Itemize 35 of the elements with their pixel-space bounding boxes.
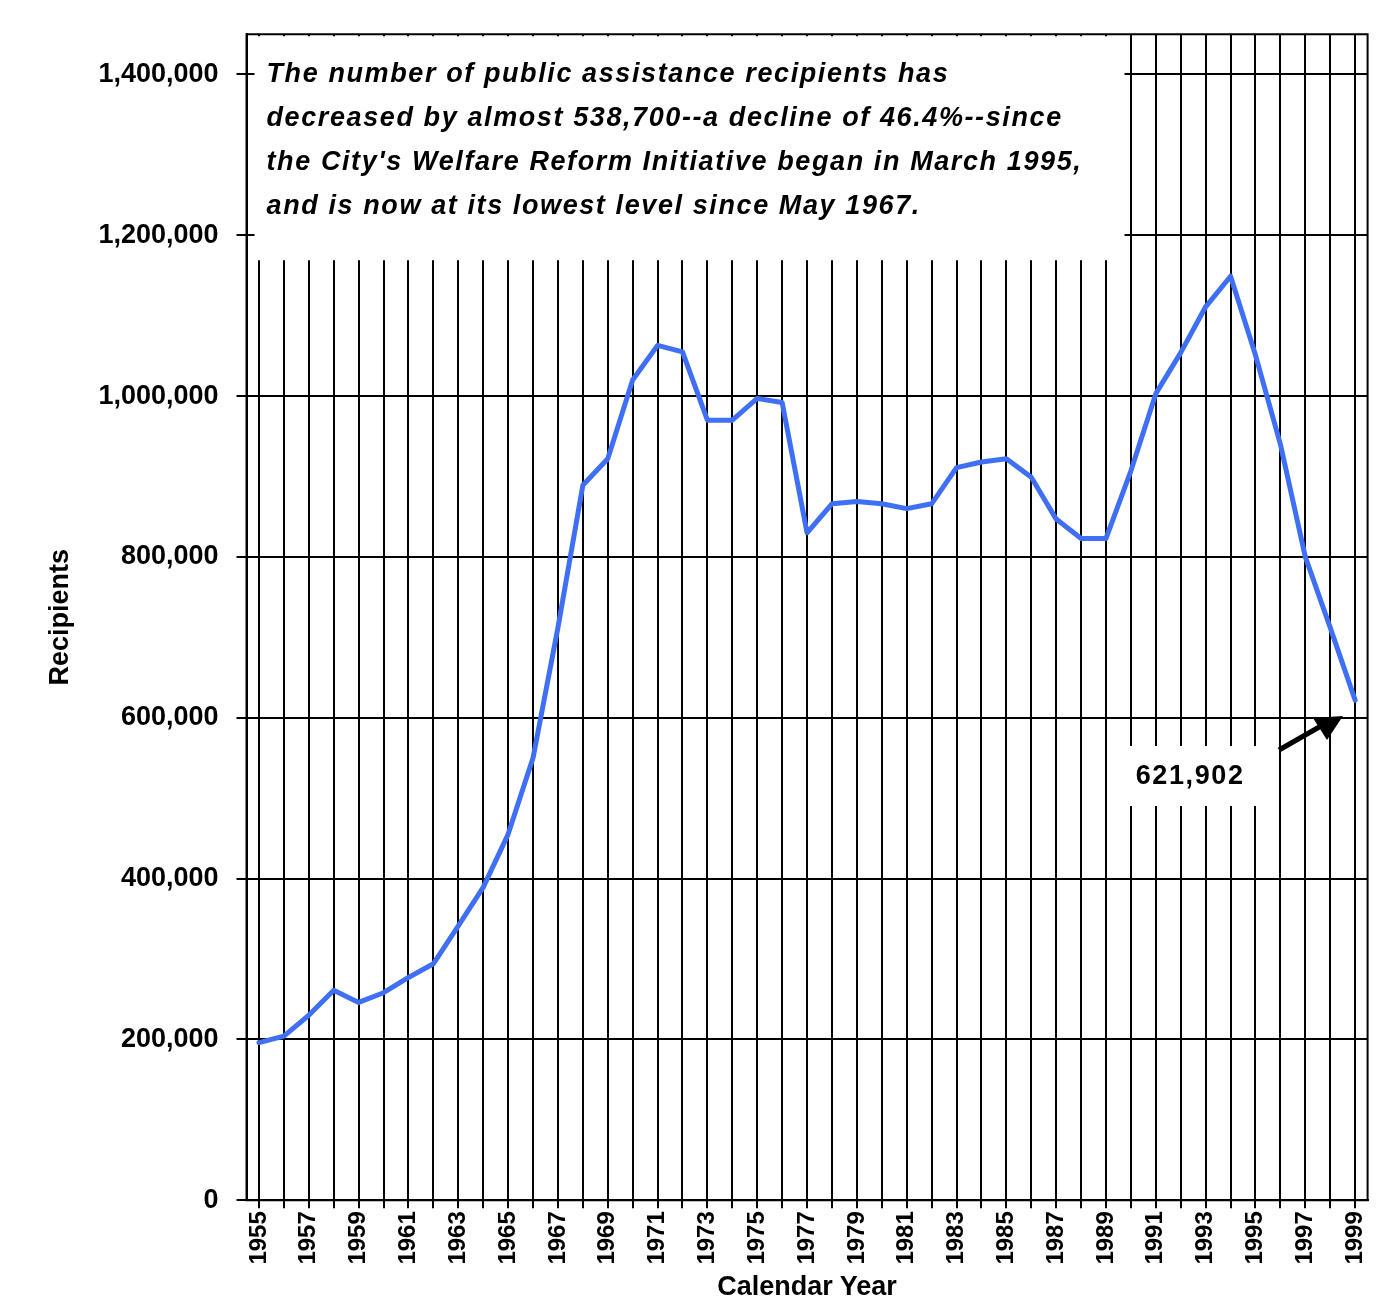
x-axis-title: Calendar Year [717, 1271, 898, 1302]
x-tick-label: 1965 [492, 1211, 520, 1265]
annotation: The number of public assistance recipients has decreased by almost 538,700--a decline of 46.4%--since the City's Welfare Reform Initiative began in March 1995, and is now at its lowest level since May 1967. [266, 57, 1083, 220]
x-tick-label: 1971 [642, 1211, 670, 1265]
x-tick-label: 1979 [841, 1211, 869, 1265]
x-tick-label: 1969 [592, 1211, 620, 1265]
x-tick-label: 1981 [891, 1211, 919, 1265]
y-tick-label: 1,000,000 [98, 379, 219, 410]
y-tick-label: 800,000 [120, 540, 219, 571]
x-tick-label: 1961 [393, 1211, 421, 1265]
x-tick-label: 1995 [1240, 1211, 1268, 1265]
x-tick-label: 1967 [542, 1211, 570, 1265]
x-tick-label: 1957 [293, 1211, 321, 1265]
y-axis-title: Recipients [43, 548, 74, 686]
x-tick-label: 1975 [741, 1211, 769, 1265]
x-tick-label: 1997 [1289, 1211, 1317, 1265]
x-tick-label: 1955 [243, 1211, 271, 1265]
x-tick-label: 1989 [1090, 1211, 1118, 1265]
x-tick-label: 1985 [990, 1211, 1018, 1265]
x-tick-label: 1977 [791, 1211, 819, 1265]
x-tick-label: 1973 [692, 1211, 720, 1265]
y-tick-label: 600,000 [120, 701, 219, 732]
x-tick-label: 1999 [1339, 1211, 1367, 1265]
y-tick-label: 400,000 [120, 862, 219, 892]
x-tick-label: 1959 [343, 1211, 371, 1265]
y-tick-label: 0 [203, 1183, 219, 1214]
x-tick-label: 1993 [1190, 1211, 1218, 1265]
x-tick-label: 1963 [442, 1211, 470, 1265]
x-tick-label: 1991 [1140, 1211, 1168, 1265]
x-tick-label: 1983 [941, 1211, 969, 1265]
y-tick-label: 1,400,000 [98, 57, 219, 88]
y-tick-label: 200,000 [120, 1022, 219, 1053]
annotation: 621,902 [1135, 759, 1245, 790]
x-tick-label: 1987 [1040, 1211, 1068, 1265]
y-tick-label: 1,200,000 [98, 218, 219, 249]
